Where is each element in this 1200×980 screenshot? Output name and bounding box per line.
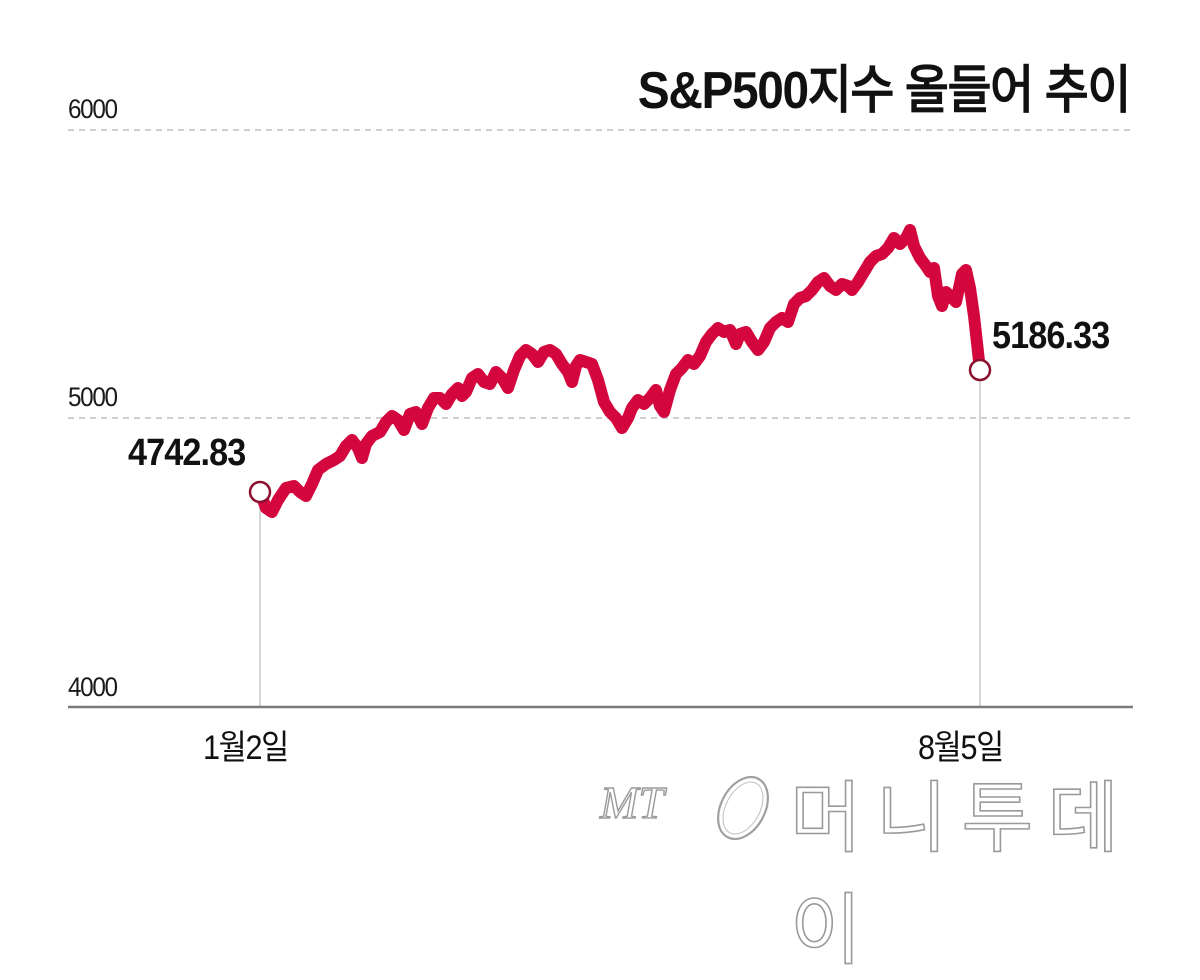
start-value-callout: 4742.83 bbox=[128, 432, 246, 474]
sp500-line bbox=[254, 224, 986, 518]
watermark-mt-text: MT bbox=[599, 776, 664, 828]
watermark-korean-text: 머니투데이 bbox=[789, 773, 1134, 977]
watermark-logo: MT 머니투데이 bbox=[599, 760, 1170, 977]
line-chart bbox=[68, 129, 1133, 709]
x-tick-end: 8월5일 bbox=[918, 729, 1004, 767]
y-tick-4000: 4000 bbox=[68, 672, 118, 702]
y-tick-6000: 6000 bbox=[68, 94, 118, 124]
x-tick-start: 1월2일 bbox=[203, 729, 289, 767]
start-marker bbox=[248, 480, 272, 504]
end-value-callout: 5186.33 bbox=[992, 315, 1110, 357]
end-marker bbox=[968, 358, 992, 382]
y-tick-5000: 5000 bbox=[68, 382, 118, 412]
chart-title: S&P500지수 올들어 추이 bbox=[637, 62, 1132, 120]
watermark-ring-icon bbox=[717, 775, 769, 841]
